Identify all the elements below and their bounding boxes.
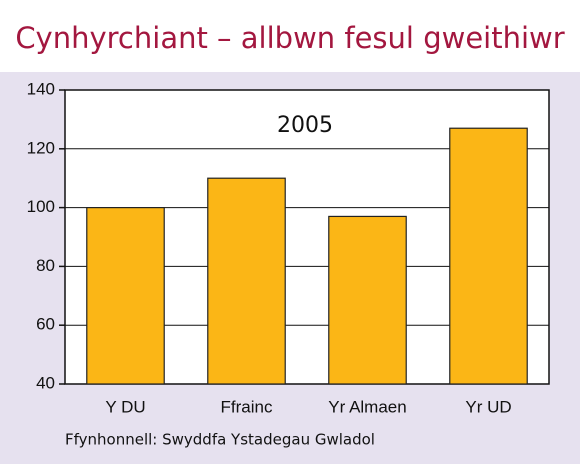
y-tick-label: 60	[36, 315, 55, 334]
bar	[207, 177, 286, 385]
y-tick-label: 120	[27, 138, 55, 157]
chart-title: Cynhyrchiant – allbwn fesul gweithiwr	[15, 21, 564, 55]
x-tick-label: Yr Almaen	[328, 397, 406, 416]
bar	[449, 127, 528, 385]
bar	[86, 207, 165, 385]
y-tick-label: 80	[36, 256, 55, 275]
y-tick-label: 140	[27, 79, 55, 98]
x-tick-label: Ffrainc	[221, 397, 273, 416]
y-tick-label: 40	[36, 373, 55, 392]
source: Ffynhonnell: Swyddfa Ystadegau Gwladol	[65, 431, 375, 449]
annotation: 2005	[277, 113, 333, 138]
x-tick-label: Y DU	[105, 397, 145, 416]
y-tick-label: 100	[27, 197, 55, 216]
bar	[328, 215, 407, 385]
x-tick-label: Yr UD	[465, 397, 511, 416]
